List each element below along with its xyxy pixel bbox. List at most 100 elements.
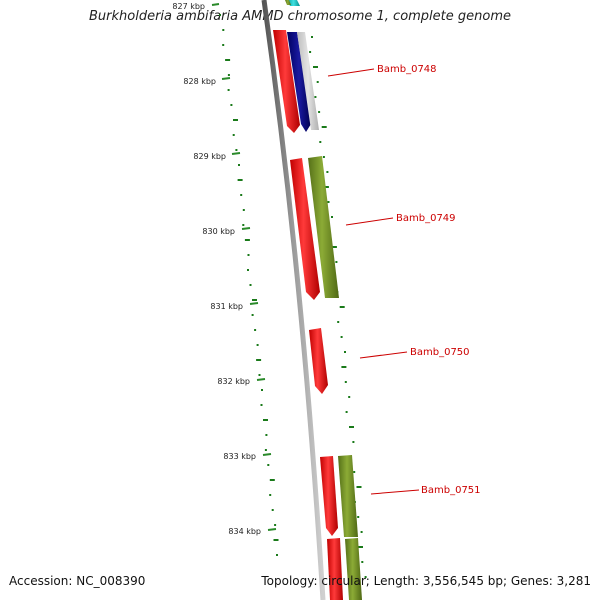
kbp-label: 830 kbp xyxy=(202,227,235,236)
kbp-scale: 827 kbp 828 kbp 829 kbp 830 kbp 831 kbp … xyxy=(172,2,277,536)
kbp-tick-833: 833 kbp xyxy=(223,452,272,461)
gene-bamb-0751[interactable]: Bamb_0751 xyxy=(320,455,481,537)
cds-red-bottom[interactable] xyxy=(327,538,343,600)
gc-dot xyxy=(269,479,275,481)
gc-dot xyxy=(222,44,225,46)
gc-dot xyxy=(267,464,270,466)
gc-dot xyxy=(344,351,346,353)
gc-dot xyxy=(358,546,363,548)
gene-block-bottom xyxy=(327,538,362,600)
gc-dot xyxy=(222,29,225,31)
cds-grey[interactable] xyxy=(297,32,319,130)
gc-dot xyxy=(313,66,318,68)
gene-bamb-0750[interactable]: Bamb_0750 xyxy=(309,328,470,394)
gene-label-leader xyxy=(327,68,375,77)
gene-label-leader xyxy=(345,217,394,226)
accession-label: Accession: NC_008390 xyxy=(9,574,146,588)
gc-dot xyxy=(321,126,327,128)
gc-dot xyxy=(314,96,317,98)
kbp-label: 833 kbp xyxy=(223,452,256,461)
gc-dot xyxy=(263,419,268,421)
gene-bamb-0748[interactable]: Bamb_0748 xyxy=(273,30,437,133)
kbp-tick-830: 830 kbp xyxy=(202,227,251,236)
gene-label-bamb-0748[interactable]: Bamb_0748 xyxy=(377,64,437,75)
gc-dot xyxy=(254,329,257,331)
gc-dot xyxy=(352,441,355,443)
gc-dot xyxy=(238,164,240,166)
cds-forward-arrow[interactable] xyxy=(320,456,338,536)
gc-dot xyxy=(230,104,233,106)
gc-dot xyxy=(256,359,262,361)
gc-dot xyxy=(276,554,278,556)
gc-dot xyxy=(269,494,272,496)
kbp-label: 831 kbp xyxy=(210,302,243,311)
gc-dot xyxy=(331,216,333,218)
kbp-label: 828 kbp xyxy=(183,77,216,86)
cds-blue[interactable] xyxy=(287,32,311,132)
gc-dot xyxy=(251,314,254,316)
gc-dot xyxy=(361,561,364,563)
kbp-tick-831: 831 kbp xyxy=(210,302,259,311)
gc-dot xyxy=(232,134,235,136)
gc-dot xyxy=(274,524,277,526)
gc-dot xyxy=(235,149,238,151)
gc-dot xyxy=(349,426,354,428)
kbp-tick-834: 834 kbp xyxy=(228,527,277,536)
gc-dot xyxy=(331,246,337,248)
gc-dot xyxy=(337,321,340,323)
gc-dot xyxy=(335,261,338,263)
gc-dot xyxy=(357,516,360,518)
gc-dot xyxy=(227,89,230,91)
gene-label-leader xyxy=(359,351,408,359)
gc-dot xyxy=(249,284,252,286)
cds-green-top[interactable] xyxy=(285,0,291,5)
map-title: Burkholderia ambifaria AMMD chromosome 1… xyxy=(88,9,512,24)
gc-dot xyxy=(318,111,321,113)
cds-green-bottom[interactable] xyxy=(345,538,362,600)
gc-dot xyxy=(271,509,274,511)
gc-dot xyxy=(344,381,347,383)
gc-dot xyxy=(323,186,329,188)
cds-green[interactable] xyxy=(308,156,339,298)
gc-dot xyxy=(327,201,330,203)
gene-block-top xyxy=(285,0,300,6)
gc-dot xyxy=(244,239,250,241)
gc-dot xyxy=(225,59,231,61)
gc-dot xyxy=(364,576,367,578)
genome-stats-label: Topology: circular; Length: 3,556,545 bp… xyxy=(261,574,591,588)
gc-dot xyxy=(345,411,348,413)
gc-dot xyxy=(360,531,363,533)
cds-forward-arrow[interactable] xyxy=(290,158,320,300)
gene-label-bamb-0750[interactable]: Bamb_0750 xyxy=(410,347,470,358)
gc-dot xyxy=(242,224,245,226)
gc-dot xyxy=(240,194,243,196)
kbp-label: 829 kbp xyxy=(193,152,226,161)
gene-label-bamb-0751[interactable]: Bamb_0751 xyxy=(421,485,481,496)
cds-forward-arrow[interactable] xyxy=(309,328,328,394)
gene-label-leader xyxy=(370,489,420,495)
gc-dot xyxy=(316,81,319,83)
kbp-tick-827: 827 kbp xyxy=(172,2,220,11)
gc-dot xyxy=(341,366,347,368)
gc-dot xyxy=(265,434,268,436)
gc-dot xyxy=(261,389,263,391)
gc-dot xyxy=(356,486,362,488)
gc-dot xyxy=(219,14,221,16)
gc-dot xyxy=(340,336,343,338)
gc-dot xyxy=(227,74,230,76)
gc-dot xyxy=(256,344,259,346)
cds-forward-arrow[interactable] xyxy=(273,30,300,133)
gc-dot xyxy=(260,404,263,406)
gc-dot xyxy=(258,374,261,376)
cds-green[interactable] xyxy=(338,455,358,537)
gene-label-bamb-0749[interactable]: Bamb_0749 xyxy=(396,213,456,224)
gc-dot xyxy=(319,141,322,143)
kbp-tick-832: 832 kbp xyxy=(217,377,266,386)
gc-dot xyxy=(252,299,257,301)
gene-bamb-0749[interactable]: Bamb_0749 xyxy=(290,156,456,300)
gc-dot xyxy=(247,269,249,271)
gc-dot xyxy=(264,449,267,451)
kbp-label: 832 kbp xyxy=(217,377,250,386)
gc-dot xyxy=(273,539,279,541)
